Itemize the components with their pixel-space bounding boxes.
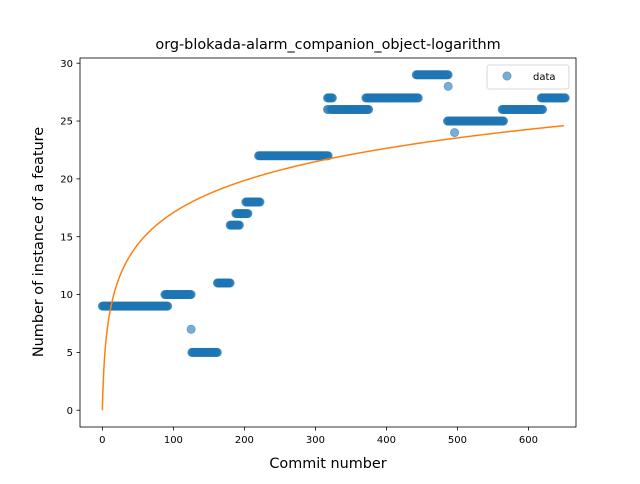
x-tick-label: 600 — [519, 435, 538, 446]
data-point — [499, 116, 509, 126]
legend-box — [486, 64, 570, 90]
y-axis-label: Number of instance of a feature — [31, 127, 47, 357]
y-tick-label: 30 — [60, 59, 73, 70]
x-tick-label: 100 — [164, 435, 183, 446]
axes-frame — [79, 57, 577, 428]
x-tick-label: 200 — [235, 435, 254, 446]
data-point — [163, 301, 173, 311]
data-point — [255, 197, 265, 207]
data-point — [364, 104, 374, 114]
legend-label-data: data — [533, 72, 556, 83]
x-tick-label: 400 — [377, 435, 396, 446]
data-point — [413, 93, 423, 103]
y-tick-label: 10 — [60, 290, 73, 301]
data-point — [450, 128, 460, 138]
data-point — [225, 278, 235, 288]
plot-area — [97, 70, 570, 411]
data-point — [443, 70, 453, 80]
legend: data — [486, 64, 570, 90]
data-point — [212, 347, 222, 357]
axes: 0 100 200 300 400 500 600 0 5 10 15 20 25 30 — [60, 57, 577, 446]
chart-title: org-blokada-alarm_companion_object-logar… — [155, 37, 500, 53]
legend-marker-data — [502, 71, 512, 81]
data-point — [243, 209, 253, 219]
fit-curve-line — [101, 124, 565, 411]
y-tick-label: 15 — [60, 232, 73, 243]
x-tick-label: 0 — [99, 435, 105, 446]
data-point — [538, 104, 548, 114]
y-tick-label: 0 — [67, 406, 73, 417]
x-tick-label: 500 — [448, 435, 467, 446]
data-point — [186, 290, 196, 300]
y-tick-label: 25 — [60, 117, 73, 128]
x-tick-label: 300 — [306, 435, 325, 446]
y-tick-label: 5 — [67, 348, 73, 359]
data-point — [234, 220, 244, 230]
data-point — [560, 93, 570, 103]
data-point — [327, 93, 337, 103]
data-point — [443, 81, 453, 91]
data-point — [186, 324, 196, 334]
y-tick-label: 20 — [60, 174, 73, 185]
x-axis-label: Commit number — [269, 456, 386, 472]
